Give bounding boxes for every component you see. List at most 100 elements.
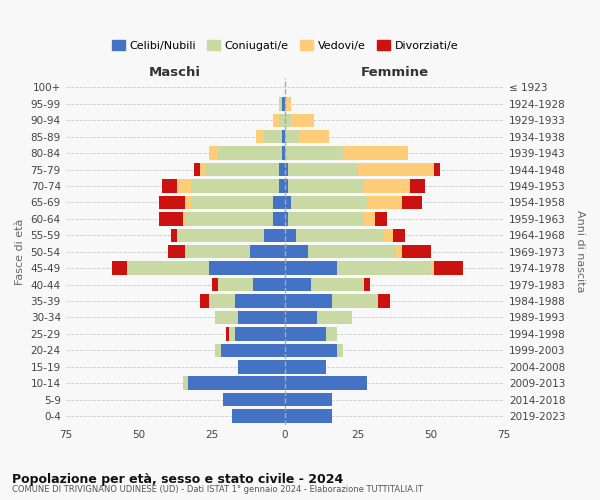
Bar <box>285 360 326 374</box>
Bar <box>285 180 288 192</box>
Bar <box>288 163 358 176</box>
Bar <box>285 196 290 209</box>
Bar <box>288 180 364 192</box>
Bar <box>379 294 390 308</box>
Bar <box>332 294 379 308</box>
Bar <box>265 130 282 143</box>
Bar <box>218 278 253 291</box>
Bar <box>112 262 127 275</box>
Bar <box>176 180 191 192</box>
Bar <box>364 180 410 192</box>
Bar <box>273 196 285 209</box>
Bar <box>159 212 182 226</box>
Bar <box>364 278 370 291</box>
Bar <box>127 262 209 275</box>
Bar <box>285 262 337 275</box>
Bar <box>285 245 308 258</box>
Bar <box>238 310 285 324</box>
Bar <box>279 180 285 192</box>
Bar <box>279 114 285 127</box>
Bar <box>218 146 282 160</box>
Bar <box>200 163 206 176</box>
Bar <box>401 245 431 258</box>
Bar <box>326 327 337 340</box>
Bar <box>235 327 285 340</box>
Bar <box>285 163 288 176</box>
Bar <box>285 278 311 291</box>
Bar <box>226 327 229 340</box>
Bar <box>290 114 314 127</box>
Bar <box>290 196 367 209</box>
Bar <box>410 180 425 192</box>
Bar <box>250 245 285 258</box>
Bar <box>285 410 332 423</box>
Bar <box>221 344 285 357</box>
Bar <box>401 196 422 209</box>
Bar <box>299 130 329 143</box>
Bar <box>285 393 332 406</box>
Bar <box>171 228 176 242</box>
Bar <box>364 212 376 226</box>
Bar <box>396 245 401 258</box>
Bar <box>317 310 352 324</box>
Y-axis label: Fasce di età: Fasce di età <box>15 218 25 285</box>
Bar <box>285 130 299 143</box>
Bar <box>288 212 364 226</box>
Bar <box>209 262 285 275</box>
Bar <box>168 245 185 258</box>
Bar <box>285 97 290 110</box>
Y-axis label: Anni di nascita: Anni di nascita <box>575 210 585 293</box>
Bar <box>384 228 393 242</box>
Bar <box>212 278 218 291</box>
Bar <box>162 180 176 192</box>
Bar <box>434 262 463 275</box>
Bar <box>273 212 285 226</box>
Bar <box>232 410 285 423</box>
Bar <box>191 196 273 209</box>
Bar <box>182 376 188 390</box>
Bar <box>185 196 191 209</box>
Bar <box>337 344 343 357</box>
Bar <box>229 327 235 340</box>
Bar <box>285 114 290 127</box>
Bar <box>223 393 285 406</box>
Bar <box>215 344 221 357</box>
Bar <box>209 294 235 308</box>
Bar <box>279 163 285 176</box>
Bar <box>176 228 265 242</box>
Bar <box>185 212 273 226</box>
Bar <box>279 97 282 110</box>
Bar <box>343 146 407 160</box>
Bar <box>209 146 218 160</box>
Bar <box>285 294 332 308</box>
Bar <box>434 163 440 176</box>
Bar <box>194 163 200 176</box>
Bar <box>285 212 288 226</box>
Text: Femmine: Femmine <box>361 66 428 79</box>
Bar <box>285 327 326 340</box>
Bar <box>358 163 434 176</box>
Bar <box>337 262 431 275</box>
Text: COMUNE DI TRIVIGNANO UDINESE (UD) - Dati ISTAT 1° gennaio 2024 - Elaborazione TU: COMUNE DI TRIVIGNANO UDINESE (UD) - Dati… <box>12 485 423 494</box>
Bar <box>182 212 185 226</box>
Bar <box>253 278 285 291</box>
Bar <box>311 278 364 291</box>
Bar <box>393 228 404 242</box>
Text: Popolazione per età, sesso e stato civile - 2024: Popolazione per età, sesso e stato civil… <box>12 472 343 486</box>
Bar <box>308 245 396 258</box>
Bar <box>200 294 209 308</box>
Bar <box>285 228 296 242</box>
Bar <box>206 163 279 176</box>
Bar <box>238 360 285 374</box>
Bar <box>431 262 434 275</box>
Bar <box>282 130 285 143</box>
Bar <box>282 146 285 160</box>
Bar <box>191 180 279 192</box>
Bar <box>159 196 185 209</box>
Bar <box>296 228 384 242</box>
Text: Maschi: Maschi <box>149 66 201 79</box>
Bar <box>188 376 285 390</box>
Bar <box>285 146 343 160</box>
Bar <box>235 294 285 308</box>
Bar <box>367 196 401 209</box>
